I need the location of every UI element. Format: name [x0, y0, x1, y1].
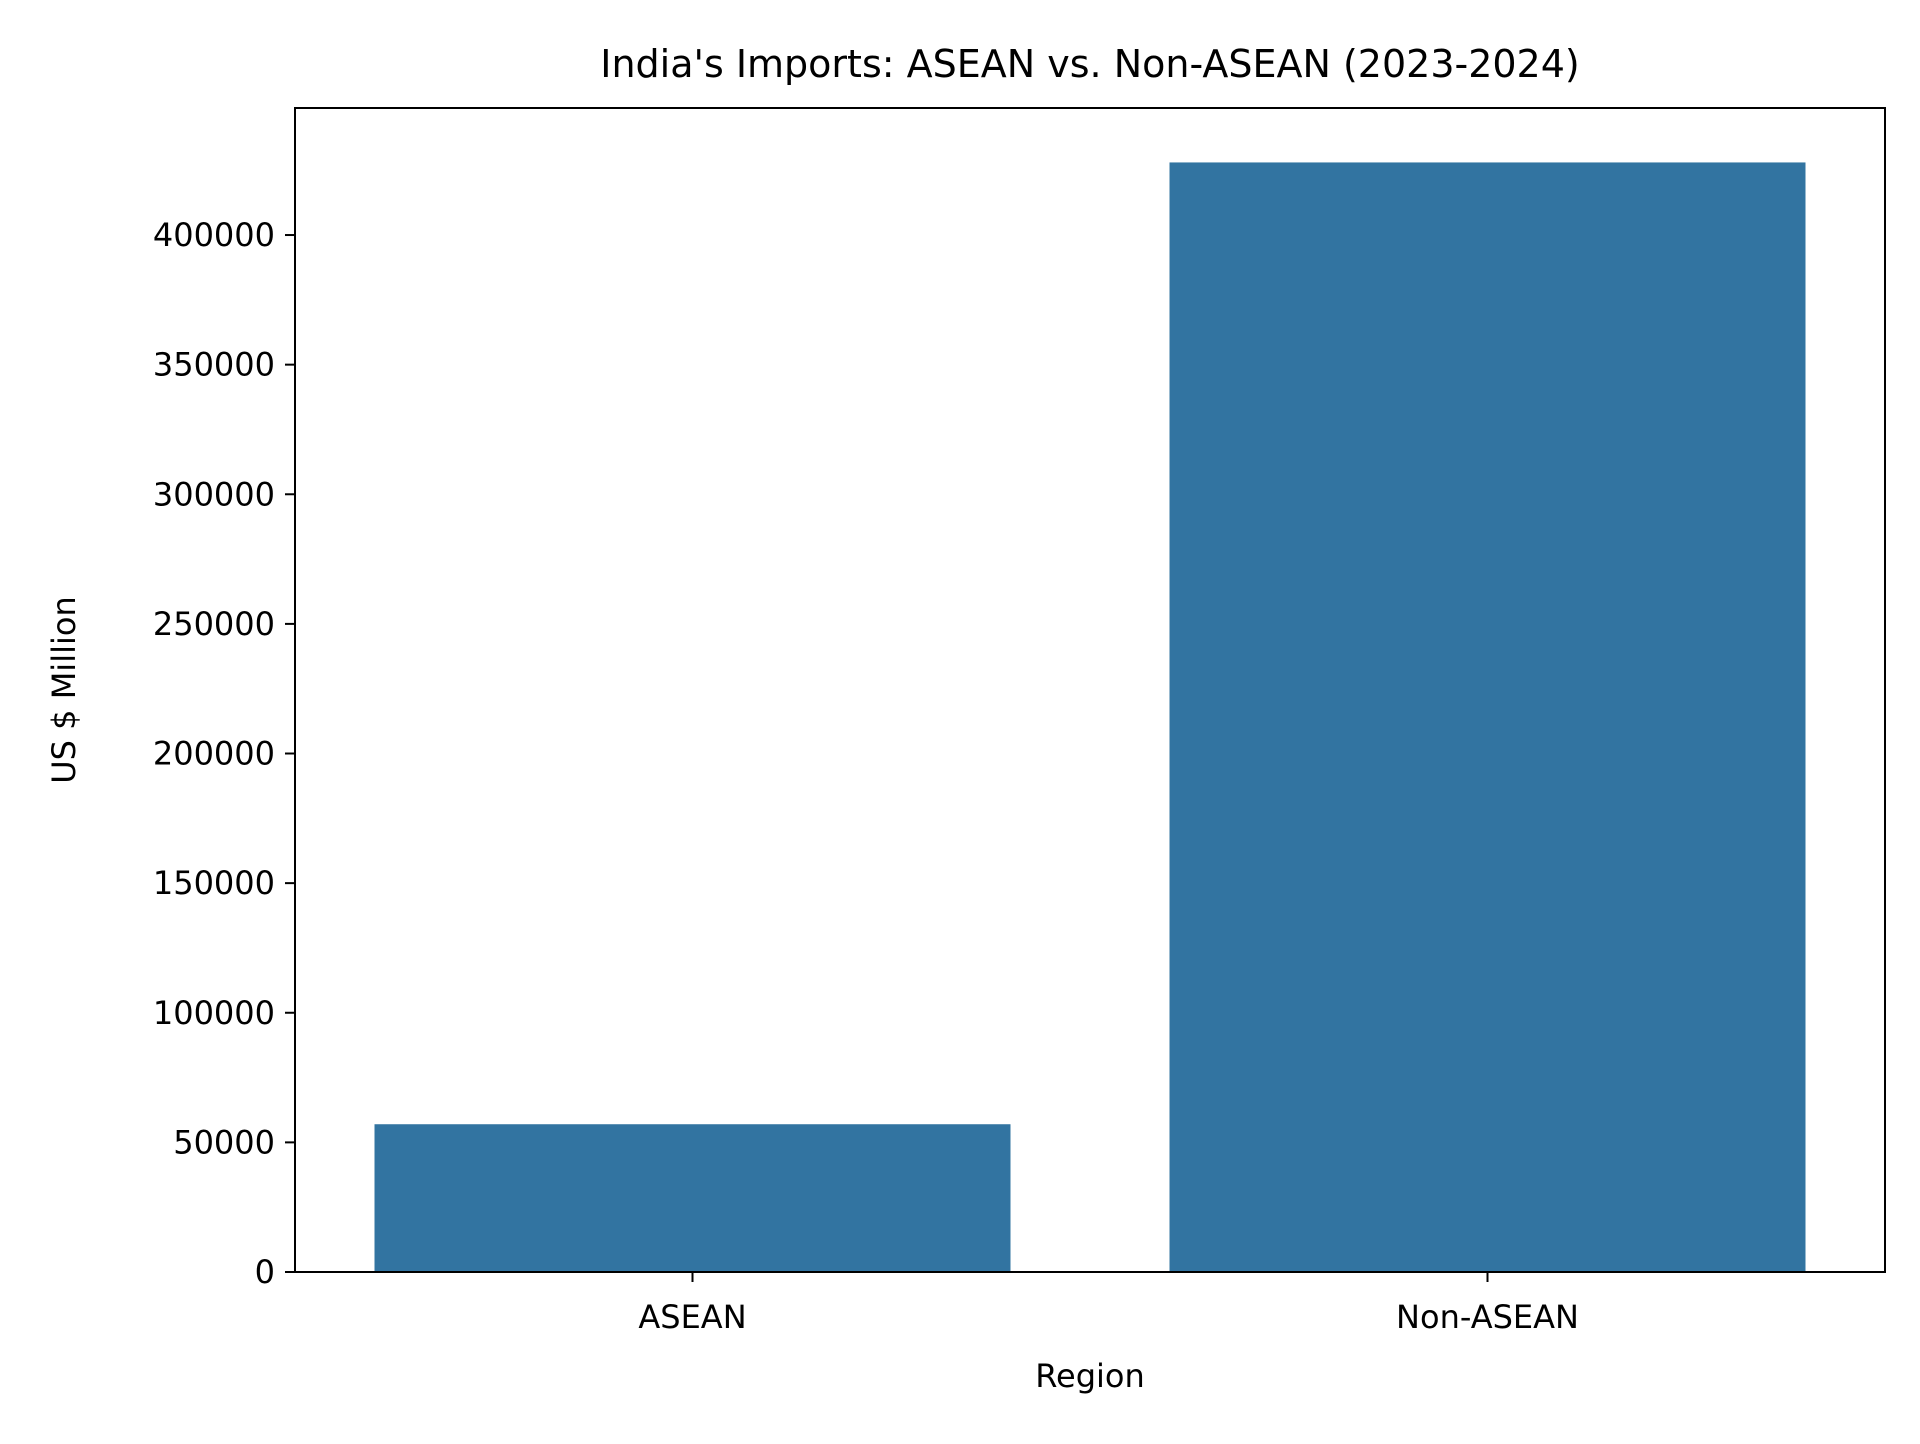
y-tick-label: 200000 — [153, 735, 275, 773]
x-tick-label: Non-ASEAN — [1396, 1298, 1579, 1336]
bars-layer — [374, 162, 1806, 1273]
plot-frame — [294, 107, 1886, 1273]
y-tick-label: 50000 — [173, 1123, 275, 1161]
y-tick-label: 250000 — [153, 605, 275, 643]
y-tick-label: 300000 — [153, 475, 275, 513]
y-axis: 0 50000 100000 150000 200000 250000 300000 3500… — [153, 216, 295, 1291]
x-axis: ASEAN Non-ASEAN — [638, 1272, 1579, 1336]
y-tick-label: 150000 — [153, 864, 275, 902]
y-tick-label: 350000 — [153, 346, 275, 384]
chart-title: India's Imports: ASEAN vs. Non-ASEAN (20… — [600, 42, 1579, 86]
bar-non-asean — [1169, 162, 1806, 1273]
y-tick-label: 400000 — [153, 216, 275, 254]
y-tick-label: 100000 — [153, 994, 275, 1032]
x-tick-label: ASEAN — [638, 1298, 746, 1336]
y-tick-label: 0 — [255, 1253, 275, 1291]
y-axis-label: US $ Million — [45, 596, 83, 783]
x-axis-label: Region — [1035, 1357, 1145, 1395]
bar-asean — [374, 1124, 1011, 1272]
